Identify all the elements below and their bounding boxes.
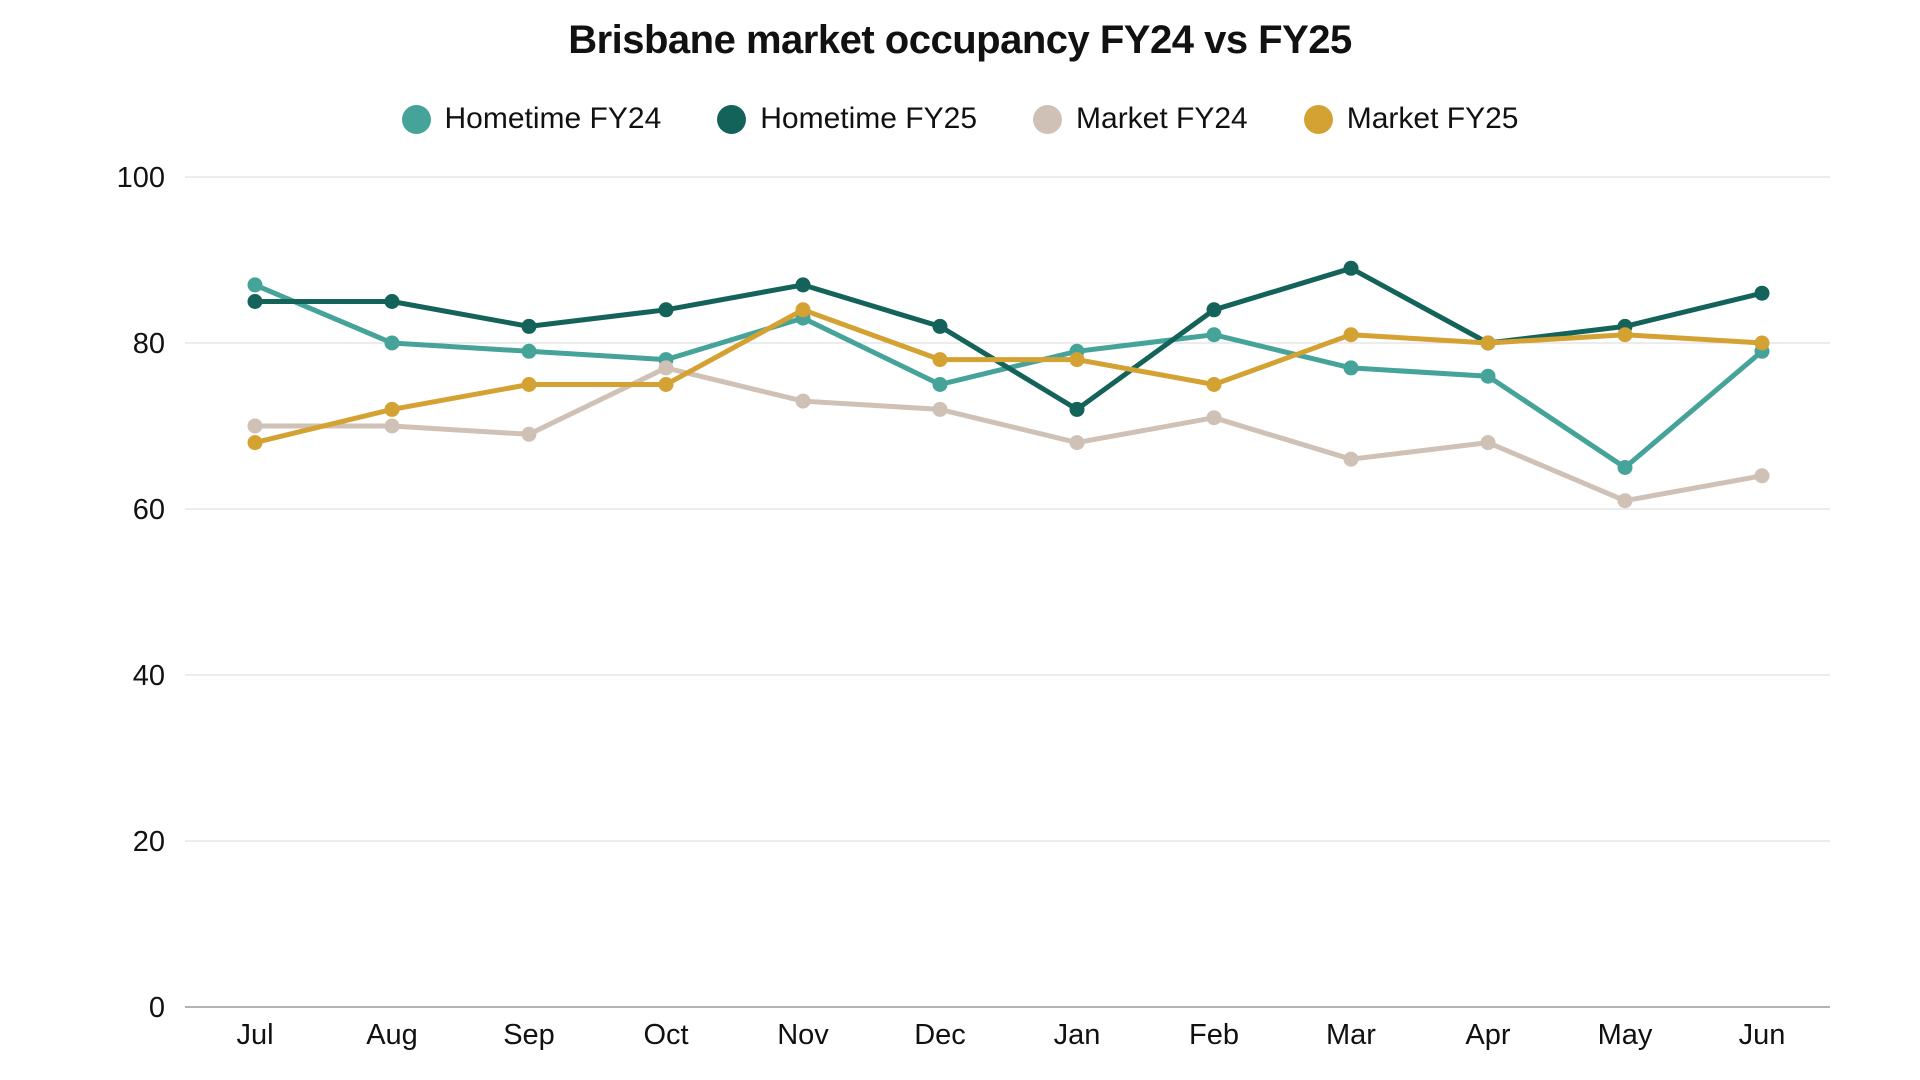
legend-item: Hometime FY25 bbox=[717, 102, 977, 136]
data-point bbox=[1617, 460, 1633, 475]
y-tick-label: 20 bbox=[133, 826, 165, 858]
series-market-fy24 bbox=[247, 360, 1770, 509]
series-line bbox=[252, 365, 1765, 504]
data-point bbox=[795, 302, 811, 318]
legend-item: Market FY25 bbox=[1303, 102, 1519, 136]
data-point bbox=[1343, 260, 1359, 276]
data-point bbox=[1754, 468, 1770, 484]
data-point bbox=[1480, 335, 1496, 351]
data-point bbox=[1069, 435, 1085, 451]
data-point bbox=[658, 360, 674, 376]
legend-swatch bbox=[717, 104, 747, 134]
data-point bbox=[521, 318, 537, 334]
series-market-fy25 bbox=[247, 302, 1770, 451]
data-point bbox=[1754, 285, 1770, 301]
y-tick-label: 100 bbox=[117, 162, 165, 194]
legend-label: Hometime FY24 bbox=[444, 102, 662, 135]
y-tick-label: 80 bbox=[133, 328, 165, 360]
chart-legend: Hometime FY24 Hometime FY25 Market FY24 Mar… bbox=[0, 102, 1920, 136]
data-point bbox=[1206, 302, 1222, 318]
data-point bbox=[1617, 327, 1633, 343]
series-line bbox=[252, 282, 1765, 470]
data-point bbox=[1206, 327, 1222, 343]
data-point bbox=[521, 426, 537, 442]
data-point bbox=[932, 377, 948, 392]
y-tick-label: 0 bbox=[149, 992, 165, 1024]
data-point bbox=[658, 302, 674, 318]
data-point bbox=[1069, 401, 1085, 417]
data-point bbox=[521, 377, 537, 392]
x-tick-label: Jun bbox=[1739, 1019, 1786, 1051]
x-tick-label: Jul bbox=[236, 1019, 273, 1051]
data-point bbox=[795, 277, 811, 293]
data-point bbox=[658, 377, 674, 392]
chart-title: Brisbane market occupancy FY24 vs FY25 bbox=[568, 18, 1352, 62]
data-point bbox=[384, 335, 400, 351]
x-tick-label: Aug bbox=[366, 1019, 418, 1051]
x-tick-label: Oct bbox=[643, 1019, 688, 1051]
data-point bbox=[1343, 360, 1359, 376]
data-point bbox=[247, 277, 263, 293]
data-point bbox=[932, 352, 948, 368]
data-point bbox=[521, 343, 537, 359]
y-tick-label: 40 bbox=[133, 660, 165, 692]
x-tick-label: Mar bbox=[1326, 1019, 1376, 1051]
data-point bbox=[384, 418, 400, 434]
legend-item: Hometime FY24 bbox=[401, 102, 662, 136]
data-point bbox=[1343, 451, 1359, 467]
legend-label: Hometime FY25 bbox=[760, 102, 978, 135]
data-point bbox=[384, 401, 400, 417]
data-point bbox=[1480, 435, 1496, 451]
x-tick-label: May bbox=[1598, 1019, 1653, 1051]
data-point bbox=[795, 393, 811, 409]
legend-item: Market FY24 bbox=[1033, 102, 1248, 136]
data-point bbox=[1343, 327, 1359, 343]
data-point bbox=[1754, 335, 1770, 351]
legend-swatch bbox=[401, 104, 431, 134]
legend-swatch bbox=[1033, 104, 1063, 134]
x-tick-label: Jan bbox=[1054, 1019, 1101, 1051]
x-tick-label: Dec bbox=[914, 1019, 966, 1051]
data-point bbox=[1069, 352, 1085, 368]
data-point bbox=[1480, 368, 1496, 384]
data-point bbox=[384, 294, 400, 309]
x-tick-label: Nov bbox=[777, 1019, 829, 1051]
data-point bbox=[247, 435, 263, 451]
data-point bbox=[932, 318, 948, 334]
y-tick-label: 60 bbox=[133, 494, 165, 526]
data-point bbox=[932, 401, 948, 417]
data-point bbox=[1206, 377, 1222, 392]
legend-label: Market FY25 bbox=[1346, 102, 1519, 135]
data-point bbox=[247, 418, 263, 434]
data-point bbox=[1206, 410, 1222, 426]
x-tick-label: Sep bbox=[503, 1019, 555, 1051]
series-hometime-fy24 bbox=[247, 277, 1770, 475]
x-tick-label: Feb bbox=[1189, 1019, 1239, 1051]
legend-swatch bbox=[1303, 104, 1333, 134]
data-point bbox=[247, 294, 263, 309]
data-point bbox=[1617, 493, 1633, 509]
x-tick-label: Apr bbox=[1465, 1019, 1510, 1051]
legend-label: Market FY24 bbox=[1076, 102, 1248, 135]
series-line bbox=[252, 307, 1765, 446]
